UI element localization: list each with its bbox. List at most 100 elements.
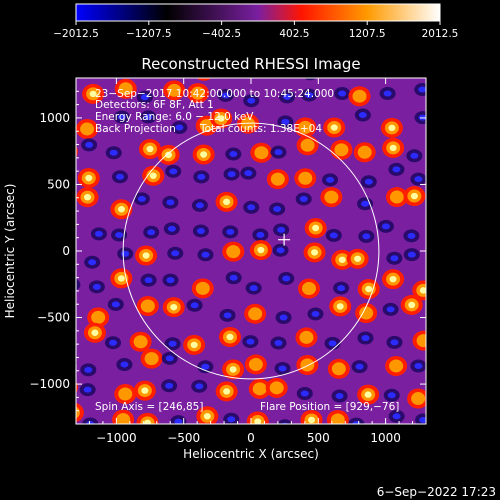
heatmap-cell <box>76 402 84 423</box>
heatmap-cell <box>274 340 283 347</box>
heatmap-cell <box>203 413 211 420</box>
heatmap-cell <box>223 312 232 319</box>
heatmap-cell <box>190 302 199 309</box>
annotation-flare-position: Flare Position = [929,−76] <box>260 401 399 413</box>
heatmap-cell <box>385 62 393 68</box>
heatmap-cell <box>57 329 71 342</box>
heatmap-cell <box>365 285 373 293</box>
heatmap-cell <box>419 416 426 423</box>
heatmap-cell <box>308 416 316 424</box>
heatmap-cell <box>381 223 390 230</box>
heatmap-cell <box>166 199 175 206</box>
heatmap-cell <box>392 413 401 420</box>
heatmap-cell <box>336 303 344 310</box>
heatmap-cell <box>53 326 75 346</box>
heatmap-cell <box>273 205 282 212</box>
colorbar-tick-label: −402.5 <box>202 28 241 40</box>
heatmap-cell <box>85 68 93 74</box>
heatmap-cell <box>84 366 93 373</box>
heatmap-cell <box>312 224 320 232</box>
heatmap-cell <box>167 83 182 97</box>
heatmap-cell <box>410 152 419 159</box>
heatmap-cell <box>300 358 315 372</box>
heatmap-cell <box>111 301 120 308</box>
heatmap-cell <box>109 339 118 346</box>
y-axis-label: Heliocentric Y (arcsec) <box>3 184 17 319</box>
heatmap-cell <box>338 256 346 263</box>
heatmap-cell <box>390 339 399 346</box>
heatmap-cell <box>92 283 101 290</box>
heatmap-cell <box>254 418 262 424</box>
heatmap-cell <box>300 390 309 397</box>
heatmap-cell <box>281 118 290 125</box>
heatmap-cell <box>352 89 367 103</box>
heatmap-cell <box>248 307 263 321</box>
heatmap-cell <box>304 78 317 81</box>
heatmap-cell <box>85 141 94 148</box>
heatmap-cell <box>147 229 156 236</box>
heatmap-cell <box>223 388 231 395</box>
heatmap-cell <box>223 198 231 206</box>
heatmap-cell <box>175 124 184 131</box>
heatmap-cell <box>144 277 153 284</box>
heatmap-cell <box>140 299 155 313</box>
heatmap-cell <box>48 64 70 84</box>
colorbar-tick-label: 402.5 <box>279 28 309 40</box>
heatmap-cell <box>348 417 365 424</box>
heatmap-cell <box>278 365 287 372</box>
solar-limb-circle <box>122 122 380 380</box>
heatmap-cell <box>330 413 345 424</box>
heatmap-cell <box>418 86 426 93</box>
heatmap-cell <box>386 306 395 313</box>
heatmap-cell <box>94 230 103 237</box>
heatmap-cell <box>270 172 285 186</box>
colorbar-tick-label: 1207.5 <box>349 28 386 40</box>
colorbar-tick-label: 2012.5 <box>422 28 459 40</box>
heatmap-cell <box>52 67 66 80</box>
x-tick-label: −500 <box>167 431 200 445</box>
heatmap-cell <box>65 360 73 366</box>
heatmap-cell <box>76 278 81 291</box>
heatmap-cell <box>58 218 72 231</box>
y-tick-label: 1000 <box>39 111 70 125</box>
heatmap <box>48 62 426 424</box>
heatmap-cell <box>229 274 238 281</box>
heatmap-cell <box>91 310 106 324</box>
heatmap-cell <box>229 151 238 158</box>
heatmap-cell <box>277 226 286 233</box>
heatmap-cell <box>137 195 146 202</box>
heatmap-cell <box>146 145 154 153</box>
heatmap-cell <box>226 333 234 341</box>
x-axis-label: Heliocentric X (arcsec) <box>183 447 319 461</box>
heatmap-cell <box>167 225 176 232</box>
heatmap-cell <box>141 387 149 394</box>
heatmap-cell <box>195 281 210 295</box>
heatmap-cell <box>114 69 122 75</box>
heatmap-cell <box>419 287 426 294</box>
heatmap-cell <box>120 361 129 368</box>
heatmap-cell <box>364 178 373 185</box>
heatmap-cell <box>195 202 204 209</box>
annotation-energy: Energy Range: 6.0 − 12.0 keV <box>95 111 254 123</box>
heatmap-cell <box>76 359 77 366</box>
heatmap-cell <box>298 120 313 134</box>
heatmap-cell <box>269 381 284 395</box>
heatmap-cell <box>414 68 422 74</box>
heatmap-cell <box>354 255 362 262</box>
heatmap-cell <box>411 392 426 406</box>
heatmap-cell <box>133 335 148 349</box>
heatmap-cell <box>116 413 131 424</box>
heatmap-cell <box>83 386 92 393</box>
heatmap-cell <box>302 282 317 296</box>
heatmap-cell <box>165 151 173 159</box>
heatmap-cell <box>197 173 206 180</box>
heatmap-cell <box>165 355 174 362</box>
y-tick-label: −500 <box>37 311 70 325</box>
annotation-time: 23−Sep−2017 10:42:00.000 to 10:45:24.000 <box>95 88 334 100</box>
heatmap-cell <box>274 149 283 156</box>
heatmap-cell <box>407 251 416 258</box>
annotation-method: Back Projection <box>95 123 176 135</box>
heatmap-cell <box>246 338 255 345</box>
heatmap-cell <box>299 195 308 202</box>
heatmap-cell <box>389 190 404 204</box>
